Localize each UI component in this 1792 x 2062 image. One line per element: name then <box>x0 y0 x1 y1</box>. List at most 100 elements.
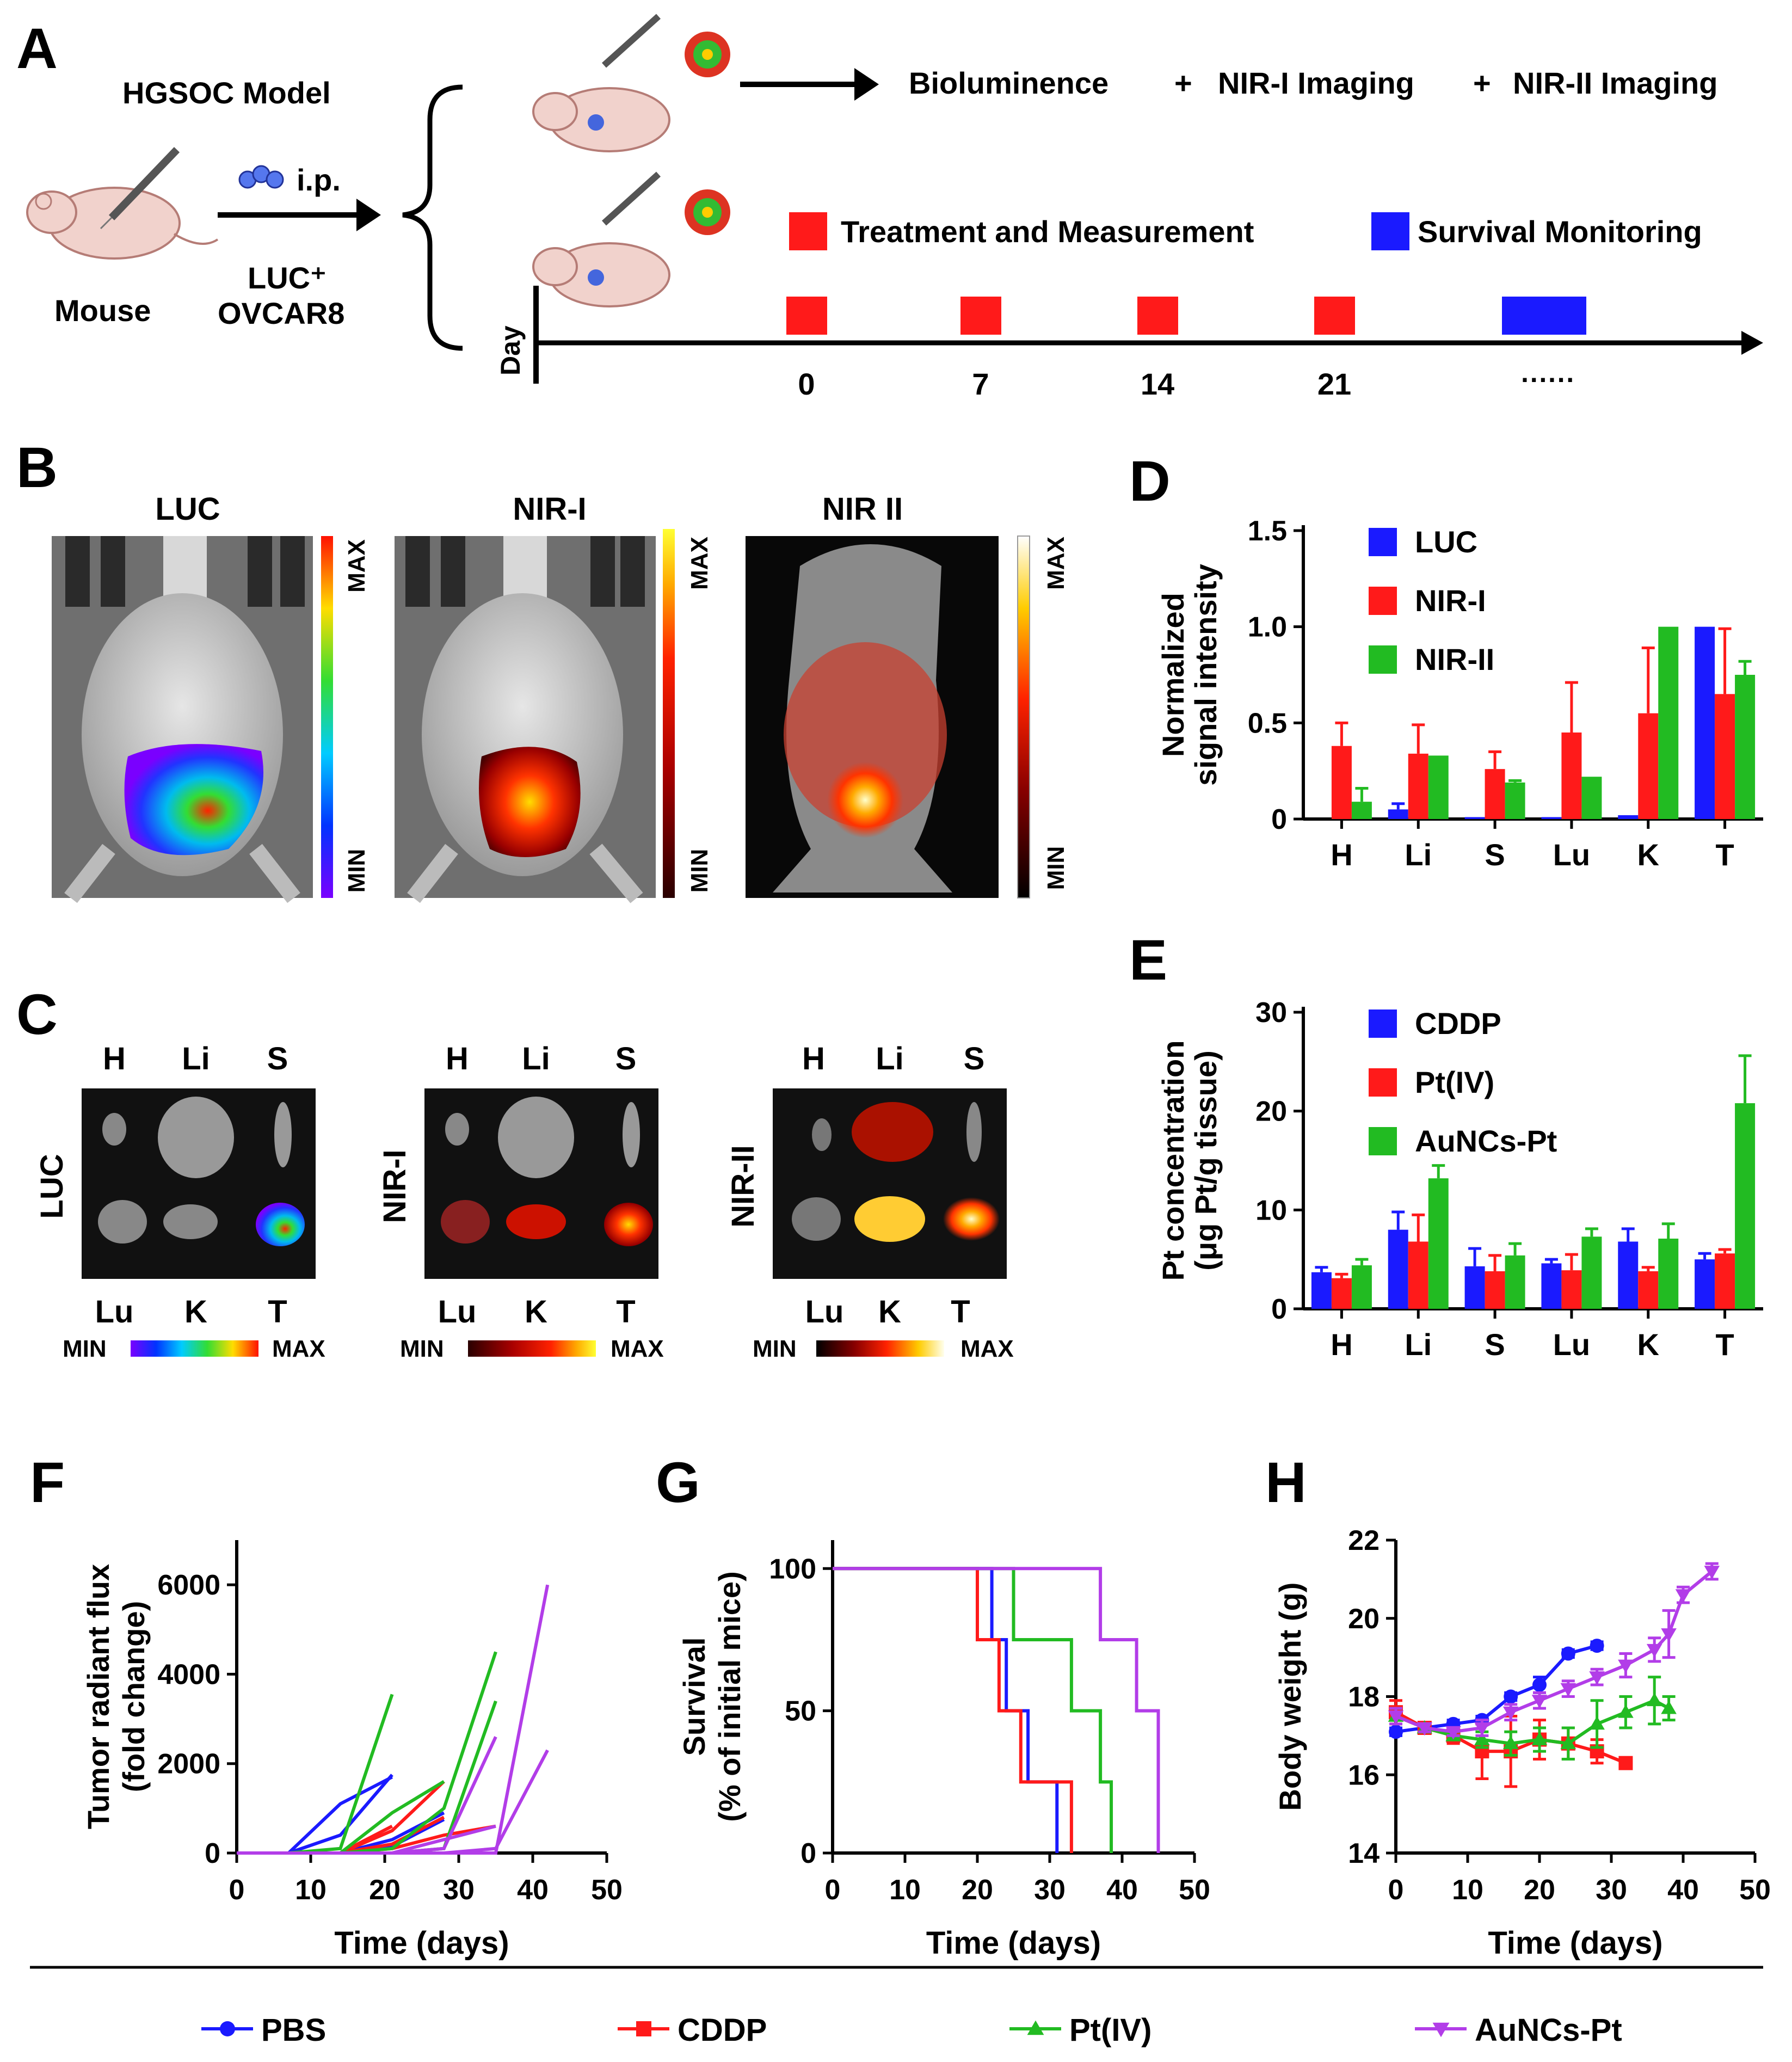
imaging-label-2: NIR-I Imaging <box>1218 66 1414 100</box>
bar <box>1428 755 1449 819</box>
treatment-marker-day-14 <box>1137 297 1178 335</box>
colorbar-max-label: MAX <box>272 1335 325 1362</box>
chart-f: 0 2000 4000 6000 0 10 20 30 40 50 Time (days) Tumor… <box>81 1540 623 1961</box>
data-point <box>1445 1726 1461 1740</box>
panel-letter-h: H <box>1265 1451 1307 1515</box>
y-tick-label: 20 <box>1255 1096 1287 1128</box>
panel-b-title-nir2: NIR II <box>822 491 903 527</box>
x-tick-label: 30 <box>1596 1874 1627 1906</box>
bar <box>1505 1255 1525 1309</box>
organ-label: H <box>446 1041 469 1076</box>
plus-1: + <box>1174 66 1192 100</box>
organ-panel-nir1: H Li S NIR-I Lu K T MIN MAX <box>377 1041 664 1362</box>
panel-letter-f: F <box>30 1451 65 1515</box>
plus-2: + <box>1473 66 1491 100</box>
panel-letter-c: C <box>16 983 58 1047</box>
legend-label: PBS <box>261 2012 326 2048</box>
bar <box>1408 753 1428 819</box>
bar <box>1388 1229 1408 1309</box>
timeline-day-0: 0 <box>798 367 815 401</box>
survival-step-line <box>833 1567 1113 1853</box>
data-point <box>1474 1732 1490 1745</box>
y-axis-label-line1: Pt concentration <box>1156 1041 1190 1281</box>
organ-label: Lu <box>805 1294 844 1329</box>
panel-letter-d: D <box>1129 450 1171 513</box>
data-point <box>1531 1732 1548 1745</box>
legend-swatch <box>1369 1010 1397 1038</box>
y-tick-label: 1.0 <box>1248 612 1287 643</box>
bar <box>1695 626 1715 819</box>
chart-e: 0 10 20 30 H Li S Lu K T CDDP Pt(IV) AuNCs-Pt Pt conc… <box>1156 997 1763 1362</box>
x-tick-label: 20 <box>1524 1874 1555 1906</box>
colorbar-min-label: MIN <box>400 1335 444 1362</box>
bar <box>1331 746 1352 819</box>
timeline-axis-label: Day <box>495 325 526 376</box>
bar <box>1735 1103 1756 1309</box>
bar <box>1638 713 1659 819</box>
organ-panel-luc: H Li S LUC Lu K T MIN MAX <box>34 1041 325 1362</box>
y-axis-label: Body weight (g) <box>1273 1583 1307 1811</box>
luc-colorbar-max: MAX <box>343 539 370 593</box>
legend-label: NIR-II <box>1415 642 1494 676</box>
data-point <box>1560 1683 1577 1697</box>
legend-treatment: Treatment and Measurement <box>841 214 1254 249</box>
x-tick-label: 30 <box>443 1874 475 1906</box>
y-tick-label: 18 <box>1348 1682 1380 1713</box>
syringe-icon-top <box>601 14 661 68</box>
y-tick-label: 16 <box>1348 1759 1380 1791</box>
legend-swatch <box>1369 645 1397 674</box>
organ-label: Lu <box>438 1294 477 1329</box>
data-point <box>1661 1628 1677 1642</box>
y-tick-label: 1.5 <box>1248 515 1287 547</box>
legend-survival: Survival Monitoring <box>1418 214 1702 249</box>
organ-label: Li <box>876 1041 904 1076</box>
data-point <box>1531 1695 1548 1708</box>
organ-row-label-luc: LUC <box>34 1154 70 1218</box>
bar <box>1695 1259 1715 1309</box>
legend-label: NIR-I <box>1415 583 1486 618</box>
mouse-label: Mouse <box>54 293 151 328</box>
x-tick-label: Li <box>1405 838 1432 872</box>
x-tick-label: H <box>1331 838 1352 872</box>
colorbar-min-label: MIN <box>63 1335 107 1362</box>
model-label: HGSOC Model <box>122 76 331 110</box>
x-tick-label: S <box>1485 838 1505 872</box>
y-tick-label: 0 <box>1271 1294 1287 1325</box>
organ-label: K <box>184 1294 207 1329</box>
nir2-colorbar-max: MAX <box>1043 537 1069 590</box>
luc-mouse-image <box>52 536 313 903</box>
bar <box>1658 626 1679 819</box>
bar <box>1581 777 1602 819</box>
bar <box>1485 1271 1505 1309</box>
colorbar-min-label: MIN <box>753 1335 797 1362</box>
bar <box>1735 675 1756 819</box>
survival-step-line <box>833 1567 1160 1853</box>
timeline-arrowhead <box>1741 331 1763 355</box>
series-line <box>237 1749 549 1855</box>
bar <box>1311 1272 1332 1309</box>
x-tick-label: 40 <box>1106 1874 1138 1906</box>
panel-b-title-luc: LUC <box>155 491 220 527</box>
bar <box>1618 1241 1639 1309</box>
x-tick-label: 50 <box>591 1874 623 1906</box>
y-axis-label-line1: Normalized <box>1156 593 1190 757</box>
timeline-day-14: 14 <box>1141 367 1174 401</box>
x-tick-label: S <box>1485 1327 1505 1362</box>
organ-label: K <box>525 1294 547 1329</box>
organ-label: Li <box>182 1041 210 1076</box>
x-tick-label: T <box>1715 838 1734 872</box>
organ-label: T <box>616 1294 635 1329</box>
legend-marker <box>220 2021 235 2036</box>
y-tick-label: 4000 <box>157 1659 220 1690</box>
data-point <box>1675 1589 1691 1603</box>
panel-b: B LUC NIR-I NIR II MAX MIN <box>16 436 1069 903</box>
bottom-legend: PBS CDDP Pt(IV) AuNCs-Pt <box>201 2012 1622 2048</box>
route-label: i.p. <box>297 163 341 197</box>
data-point <box>1532 1677 1547 1692</box>
y-tick-label: 100 <box>769 1553 816 1585</box>
panel-letter-b: B <box>16 436 58 500</box>
y-tick-label: 0.5 <box>1248 707 1287 739</box>
organ-colorbar-nir1 <box>468 1340 596 1357</box>
imaging-label-1: Bioluminence <box>909 66 1109 100</box>
